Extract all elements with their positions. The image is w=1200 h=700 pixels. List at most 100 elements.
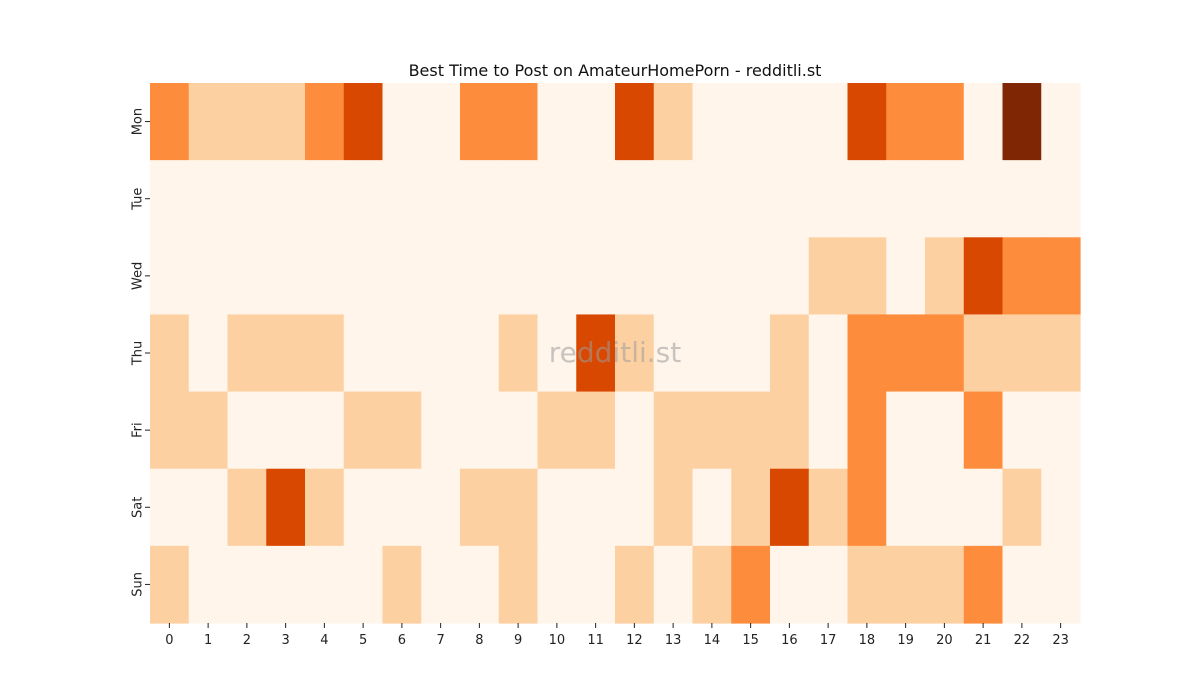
heatmap-cell [460,468,500,547]
heatmap-cell [150,545,190,624]
x-tick-label: 19 [897,633,914,648]
heatmap-cell [770,160,810,238]
heatmap-cell [692,83,732,161]
heatmap-cell [343,391,384,470]
heatmap-cell [266,545,306,624]
heatmap-cell [692,314,732,393]
heatmap-cell [266,391,306,470]
heatmap-cell [382,545,422,624]
heatmap-cell [653,83,694,161]
heatmap-cell [188,314,229,393]
heatmap-cell [808,314,849,393]
heatmap-cell [460,314,500,393]
heatmap-cell [537,314,577,393]
heatmap-cell [305,237,345,316]
heatmap-cell [847,545,887,624]
y-axis: Mon Tue Wed Thu Fri Sat Sun [131,108,150,597]
heatmap-cell [305,391,345,470]
heatmap-cell [421,160,461,238]
heatmap-cell [1041,314,1081,393]
heatmap-cell [150,83,190,161]
heatmap-cell [305,314,345,393]
heatmap-cell [1002,237,1042,316]
heatmap-cell [188,468,229,547]
heatmap-cell [305,83,345,161]
heatmap-cell [731,160,771,238]
heatmap-cell [963,468,1004,547]
x-tick-label: 21 [975,633,992,648]
heatmap-cell [227,468,267,547]
x-tick-label: 0 [165,633,173,648]
heatmap-cell [925,160,965,238]
heatmap-cell [1041,83,1081,161]
x-tick-label: 10 [549,633,566,648]
heatmap-cell [498,314,539,393]
x-tick-label: 8 [475,633,483,648]
heatmap-cell [731,83,771,161]
heatmap-cell [770,468,810,547]
heatmap-cell [576,314,616,393]
y-tick-label: Sat [131,497,146,518]
heatmap-cell [886,237,926,316]
heatmap-cell [498,391,539,470]
x-tick-label: 18 [859,633,876,648]
heatmap-cell [537,468,577,547]
heatmap-cell [847,237,887,316]
heatmap-cell [343,468,384,547]
heatmap-cell [692,545,732,624]
heatmap-cell [343,545,384,624]
y-tick-label: Tue [131,188,146,211]
x-tick-label: 9 [514,633,522,648]
heatmap-cell [925,83,965,161]
heatmap-cell [615,237,655,316]
x-tick-label: 7 [436,633,444,648]
heatmap-cell [305,160,345,238]
x-tick-label: 2 [243,633,251,648]
heatmap-cell [576,237,616,316]
heatmap-cell [421,545,461,624]
heatmap-cell [963,237,1004,316]
heatmap-cell [1002,391,1042,470]
heatmap-cell [770,545,810,624]
heatmap-cell [150,391,190,470]
heatmap-cell [1002,83,1042,161]
x-tick-label: 14 [704,633,721,648]
heatmap-cell [227,160,267,238]
heatmap-cell [150,160,190,238]
heatmap-cell [886,545,926,624]
x-tick-label: 1 [204,633,212,648]
heatmap-cell [382,468,422,547]
y-tick-label: Thu [131,341,146,366]
heatmap-cell [266,160,306,238]
x-tick-label: 5 [359,633,367,648]
x-tick-label: 16 [781,633,798,648]
heatmap-cell [808,468,849,547]
heatmap-cell [731,468,771,547]
heatmap-cell [731,391,771,470]
heatmap-cell [692,468,732,547]
x-tick-label: 15 [742,633,759,648]
heatmap-cell [770,83,810,161]
heatmap-cell [653,314,694,393]
heatmap-cell [925,468,965,547]
heatmap-cell [421,314,461,393]
heatmap-cell [305,545,345,624]
heatmap-cell [150,237,190,316]
heatmap-cell [963,83,1004,161]
heatmap-cell [188,237,229,316]
x-tick-label: 20 [936,633,953,648]
heatmap-cell [421,391,461,470]
heatmap-cell [498,468,539,547]
heatmap-cell [188,545,229,624]
heatmap-cell [460,160,500,238]
heatmap-cell [963,545,1004,624]
heatmap-cell [731,545,771,624]
heatmap-cell [653,468,694,547]
heatmap-cell [227,314,267,393]
heatmap-cell [925,545,965,624]
heatmap-cell [615,314,655,393]
heatmap-cell [770,314,810,393]
heatmap-cell [150,314,190,393]
heatmap-cell [731,314,771,393]
